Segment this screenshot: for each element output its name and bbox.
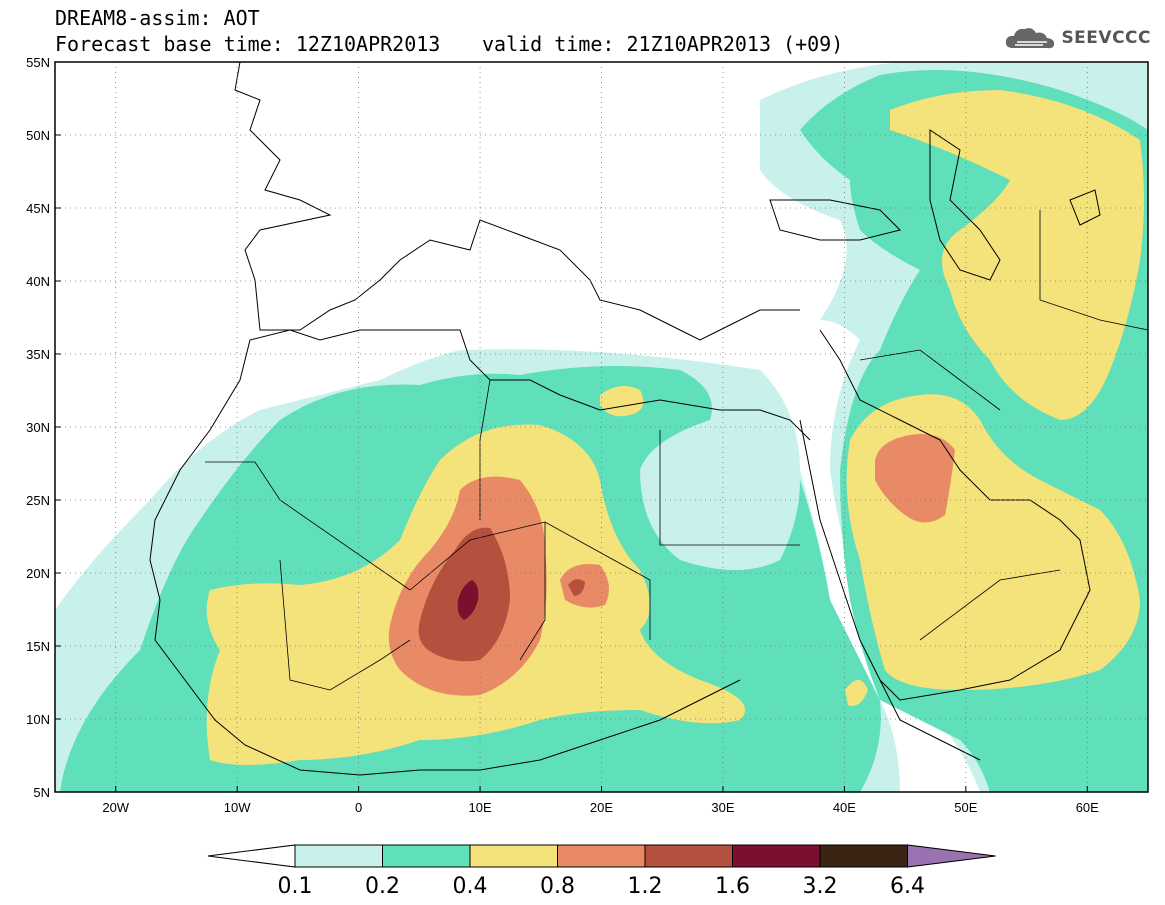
colorbar-swatch [819,844,908,868]
aot-contour-0.1-north [1000,62,1148,125]
valid-time: valid time: 21Z10APR2013 (+09) [482,32,844,56]
colorbar-label: 0.4 [453,874,488,899]
lat-label: 10N [26,712,50,727]
colorbar-label: 0.1 [278,874,313,899]
lat-label: 5N [33,785,50,800]
colorbar-over-arrow [907,844,996,868]
cloud-icon [1006,28,1055,49]
colorbar: 0.1 0.2 0.4 0.8 1.2 1.6 3.2 6.4 [207,844,996,899]
lat-label: 30N [26,420,50,435]
colorbar-label: 3.2 [803,874,838,899]
aot-contour-0.4-horn [845,680,868,706]
border-7 [1039,210,1148,331]
coastline-caspian [929,129,1001,281]
lon-label: 10E [468,800,491,815]
coastline-africa-west [149,339,741,776]
border-3 [479,379,491,520]
lat-label: 55N [26,55,50,70]
border-1 [205,461,411,591]
lon-label: 10W [224,800,251,815]
lat-label: 50N [26,128,50,143]
lon-label: 0 [355,800,362,815]
coastline-arabia [819,329,1091,701]
coastline-black-sea [769,199,901,241]
lat-label: 15N [26,639,50,654]
aot-field-contours [55,62,1148,792]
colorbar-label: 1.6 [715,874,750,899]
aot-contour-1.6-peak [457,580,479,620]
lat-label: 40N [26,274,50,289]
border-6 [279,559,411,691]
lon-label: 20W [102,800,129,815]
lat-label: 35N [26,347,50,362]
colorbar-label: 0.2 [365,874,400,899]
lat-label: 45N [26,201,50,216]
colorbar-swatch [644,844,733,868]
coastline-europe [234,62,800,341]
border-5 [659,430,800,546]
lon-label: 30E [711,800,734,815]
coastline-africa-north [249,329,811,441]
lat-label: 25N [26,493,50,508]
colorbar-under-arrow [207,844,296,868]
seevccc-logo: SEEVCCC [1003,24,1151,52]
colorbar-swatch [469,844,558,868]
lon-label: 40E [833,800,856,815]
colorbar-label: 6.4 [890,874,925,899]
coastlines [149,62,1101,776]
lon-label: 20E [590,800,613,815]
coastline-red-sea [799,419,981,761]
aot-contour-0.8-chad [560,564,609,608]
lon-label: 50E [954,800,977,815]
chart-title: DREAM8-assim: AOT [55,6,260,30]
colorbar-label: 0.8 [540,874,575,899]
lon-label: 60E [1076,800,1099,815]
logo-text: SEEVCCC [1061,28,1151,48]
forecast-base-time: Forecast base time: 12Z10APR2013 [55,32,441,56]
longitude-labels: 20W 10W 0 10E 20E 30E 40E 50E 60E [102,786,1099,815]
border-8 [859,349,1001,411]
aot-contour-0.4-central-asia [890,90,1144,420]
colorbar-swatch [557,844,646,868]
aot-contour-1.2-chad [568,579,585,596]
coastline-aral [1069,189,1101,226]
colorbar-swatch [732,844,821,868]
border-4 [519,522,546,661]
colorbar-swatch [382,844,471,868]
colorbar-label: 1.2 [628,874,663,899]
latitude-labels: 55N 50N 45N 40N 35N 30N 25N 20N 15N 10N 5N [26,55,61,800]
graticule [55,62,1148,792]
lat-label: 20N [26,566,50,581]
colorbar-swatch [294,844,383,868]
